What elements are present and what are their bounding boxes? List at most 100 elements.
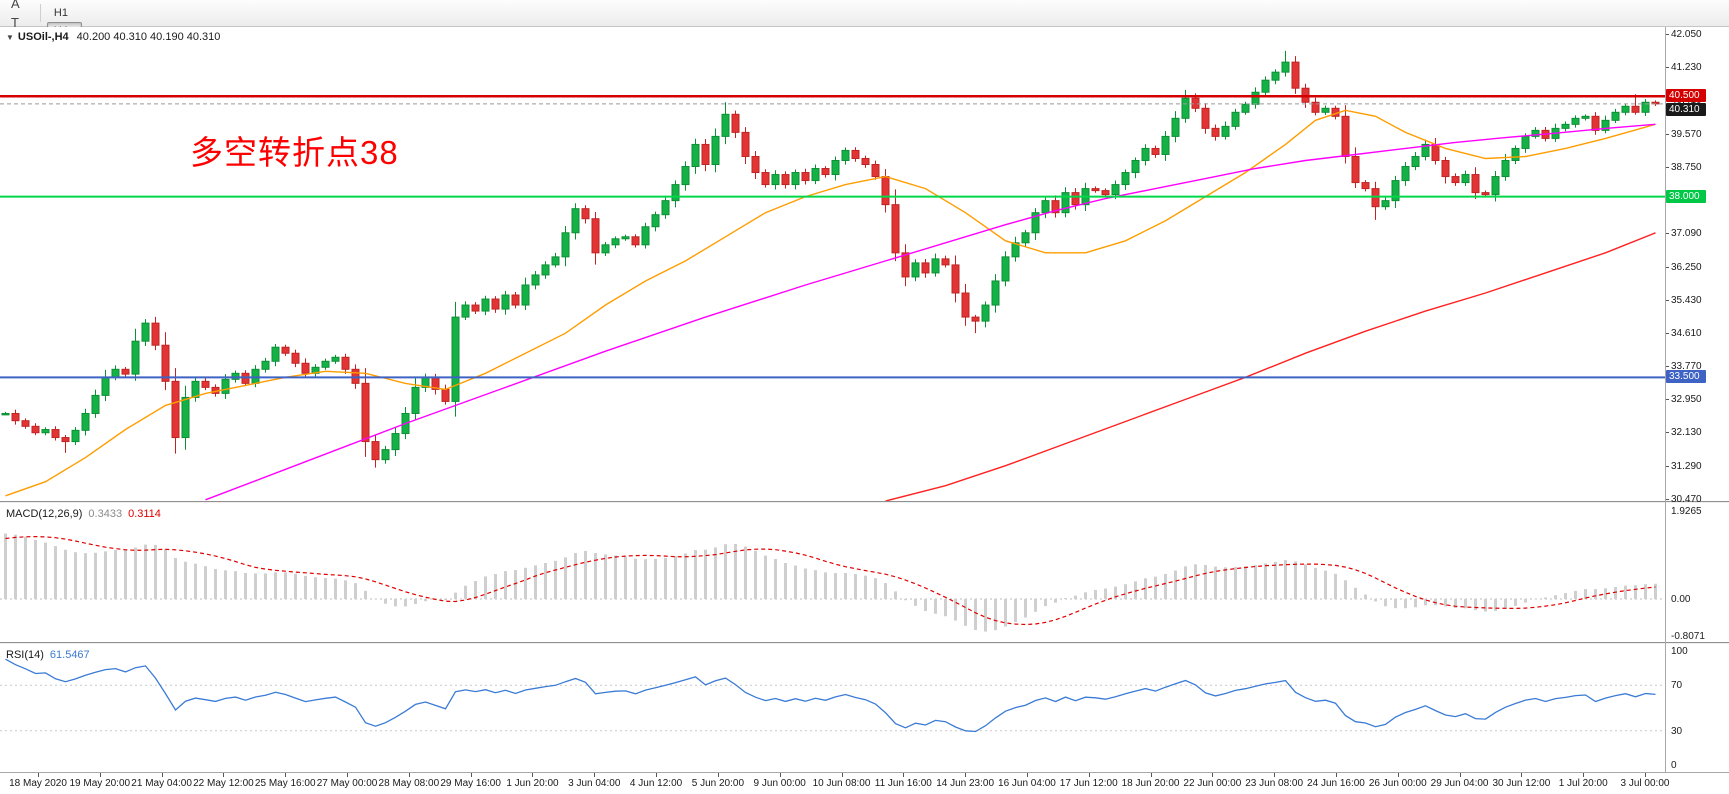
time-axis-label: 30 Jun 12:00	[1492, 778, 1551, 789]
price-tick-label: 33.770	[1671, 361, 1702, 373]
panel-splitter[interactable]	[0, 642, 1729, 645]
time-axis-label: 29 Jun 04:00	[1430, 778, 1489, 789]
time-tick-mark	[903, 773, 905, 777]
time-axis-label: 26 Jun 00:00	[1368, 778, 1427, 789]
time-tick-mark	[161, 773, 163, 777]
toolbar: ≣▾AT⇄▾ M1M5M15M30H1H4D1W1MN	[0, 0, 1729, 91]
time-axis-label: 18 May 2020	[9, 778, 67, 789]
time-axis-label: 14 Jun 23:00	[936, 778, 995, 789]
time-axis-label: 21 May 04:00	[131, 778, 192, 789]
time-axis-label: 11 Jun 16:00	[874, 778, 932, 789]
time-tick-mark	[717, 773, 719, 777]
time-tick-mark	[1274, 773, 1276, 777]
rsi-tick-label: 70	[1671, 680, 1683, 692]
price-tick-mark	[1666, 499, 1669, 500]
rsi-tick-label: 30	[1671, 725, 1683, 737]
annotate-letter-icon[interactable]: A	[5, 0, 34, 13]
price-tick-mark	[1666, 466, 1669, 468]
timeframe-button-m30[interactable]: M30	[47, 0, 82, 4]
time-tick-mark	[38, 773, 39, 777]
time-axis-border	[0, 772, 1729, 773]
time-axis-label: 28 May 08:00	[378, 778, 440, 789]
text-tool-icon: T	[11, 15, 19, 30]
price-scale[interactable]: 42.05041.23040.41039.57038.75037.93037.0…	[1666, 27, 1729, 772]
time-tick-mark	[1088, 773, 1090, 777]
support-38-badge: 38.000	[1666, 189, 1706, 203]
time-tick-mark	[1150, 773, 1152, 777]
price-tick-label: 34.610	[1671, 327, 1702, 339]
time-tick-mark	[779, 773, 781, 777]
time-scale[interactable]: 18 May 2020 19 May 20:00 21 May 04:00 22 Ma…	[0, 773, 1729, 794]
time-axis-label: 17 Jun 12:00	[1059, 778, 1118, 789]
price-tick-mark	[1666, 332, 1669, 334]
price-tick-mark	[1666, 166, 1669, 168]
price-tick-mark	[1666, 266, 1669, 268]
price-tick-label: 39.570	[1671, 128, 1702, 140]
macd-tick-label: -0.8071	[1671, 630, 1705, 642]
time-axis-label: 24 Jun 16:00	[1307, 778, 1365, 789]
toolbar-separator	[39, 4, 41, 22]
price-tick-label: 32.130	[1671, 427, 1702, 439]
time-tick-mark	[223, 773, 225, 777]
one-click-arrow-icon[interactable]: ▼	[6, 33, 14, 42]
macd-main-value: 0.3433	[88, 508, 123, 520]
price-tick-mark	[1666, 399, 1669, 401]
time-axis-label: 3 Jun 04:00	[568, 778, 621, 789]
time-tick-mark	[1026, 773, 1028, 777]
main-chart-panel[interactable]	[0, 27, 1665, 501]
time-tick-mark	[1521, 773, 1523, 777]
price-tick-mark	[1666, 233, 1669, 235]
rsi-line	[5, 658, 1656, 733]
price-tick-label: 36.250	[1671, 261, 1702, 273]
time-axis-label: 5 Jun 20:00	[691, 778, 745, 789]
macd-tick-label: 1.9265	[1671, 505, 1702, 517]
price-tick-label: 31.290	[1671, 461, 1702, 473]
price-tick-mark	[1666, 133, 1669, 135]
price-tick-mark	[1666, 432, 1669, 434]
rsi-panel[interactable]	[0, 646, 1665, 772]
price-tick-label: 41.230	[1671, 61, 1702, 73]
ma-slow-line	[885, 232, 1656, 501]
macd-panel[interactable]	[0, 505, 1665, 642]
rsi-tick-label: 0	[1671, 760, 1677, 771]
time-axis-label: 16 Jun 04:00	[998, 778, 1056, 789]
time-axis-label: 29 May 16:00	[440, 778, 501, 789]
price-tick-label: 37.090	[1671, 228, 1702, 240]
time-tick-mark	[1645, 773, 1646, 777]
time-tick-mark	[965, 773, 967, 777]
support-33-5-badge: 33.500	[1666, 370, 1706, 384]
time-tick-mark	[1212, 773, 1214, 777]
time-axis-label: 27 May 00:00	[316, 778, 378, 789]
macd-histogram	[4, 533, 1657, 632]
time-tick-mark	[841, 773, 843, 777]
macd-signal-line	[5, 535, 1656, 626]
text-annotation[interactable]: 多空转折点38	[190, 134, 399, 171]
time-tick-mark	[1583, 773, 1585, 777]
text-tool-icon[interactable]: T	[5, 13, 34, 32]
time-tick-mark	[1335, 773, 1337, 777]
time-axis-label: 22 May 12:00	[193, 778, 254, 789]
scale-border	[1665, 27, 1666, 772]
panel-splitter[interactable]	[0, 501, 1729, 504]
chart-ohlc: 40.200 40.310 40.190 40.310	[76, 31, 221, 43]
price-tick-label: 38.750	[1671, 161, 1702, 173]
time-axis-label: 9 Jun 00:00	[753, 778, 806, 789]
time-axis-label: 19 May 20:00	[69, 778, 131, 789]
time-axis-label: 25 May 16:00	[254, 778, 316, 789]
macd-tick-label: 0.00	[1671, 594, 1691, 605]
price-tick-mark	[1666, 34, 1669, 35]
timeframe-button-h1[interactable]: H1	[53, 7, 68, 19]
time-tick-mark	[532, 773, 534, 777]
rsi-tick-label: 100	[1671, 646, 1688, 657]
macd-signal-value: 0.3114	[128, 508, 161, 520]
chart-region: ▼ USOil-,H4 40.200 40.310 40.190 40.310 多空…	[0, 27, 1729, 794]
price-tick-label: 35.430	[1671, 294, 1702, 306]
time-axis-label: 10 Jun 08:00	[812, 778, 871, 789]
price-tick-mark	[1666, 366, 1669, 368]
rsi-name: RSI(14)	[6, 649, 44, 661]
time-tick-mark	[285, 773, 287, 777]
macd-label: MACD(12,26,9) 0.3433 0.3114	[6, 508, 161, 520]
time-tick-mark	[1459, 773, 1461, 777]
current-price-badge: 40.310	[1666, 103, 1706, 117]
time-tick-mark	[594, 773, 596, 777]
